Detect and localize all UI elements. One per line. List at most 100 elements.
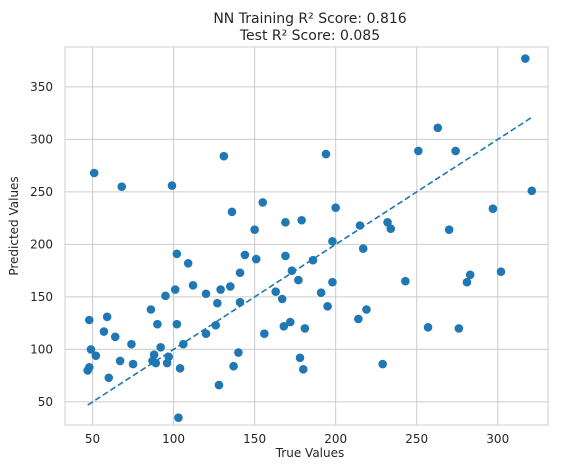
data-point (201, 289, 211, 299)
data-point (240, 250, 250, 260)
data-point (331, 203, 340, 212)
data-point (102, 312, 112, 322)
data-point (174, 413, 183, 422)
chart-title-line2: Test R² Score: 0.085 (239, 28, 380, 44)
data-point (281, 251, 290, 261)
data-point (423, 323, 433, 332)
data-point (219, 151, 229, 161)
data-point (188, 281, 198, 290)
data-point (179, 339, 188, 349)
data-point (153, 319, 162, 329)
y-axis-label: Predicted Values (7, 176, 21, 275)
data-point (146, 305, 156, 314)
data-point (454, 324, 464, 333)
data-point (401, 276, 410, 286)
data-point (234, 348, 243, 357)
data-point (211, 320, 221, 330)
y-tick-label: 350 (30, 80, 53, 94)
data-point (149, 350, 159, 359)
y-tick-label: 150 (30, 290, 53, 304)
data-point (378, 359, 387, 369)
data-point (358, 244, 368, 253)
data-point (323, 302, 332, 311)
plot-frame (64, 46, 549, 426)
data-point (229, 361, 238, 371)
y-tick-label: 300 (30, 132, 53, 146)
x-tick-label: 100 (162, 432, 185, 446)
data-point (355, 221, 365, 230)
data-point (300, 324, 310, 333)
data-point (462, 277, 472, 287)
data-point (164, 352, 174, 362)
data-point (110, 332, 120, 342)
chart-title-line1: NN Training R² Score: 0.816 (213, 11, 406, 27)
data-points (83, 54, 537, 422)
data-point (226, 282, 235, 291)
y-tick-labels: 50 100 150 200 250 300 350 (30, 80, 53, 409)
data-point (128, 359, 138, 369)
data-point (258, 198, 268, 207)
data-point (298, 365, 308, 374)
data-point (362, 305, 371, 314)
data-point (172, 249, 182, 259)
data-point (295, 353, 305, 363)
data-point (527, 186, 537, 196)
data-point (354, 314, 363, 324)
y-tick-label: 50 (38, 395, 53, 409)
data-point (316, 288, 326, 298)
data-point (127, 339, 136, 349)
data-point (167, 181, 177, 190)
y-tick-label: 200 (30, 237, 53, 251)
data-point (89, 168, 99, 178)
data-point (161, 291, 170, 301)
x-tick-label: 300 (486, 432, 509, 446)
data-point (521, 54, 530, 63)
data-point (85, 362, 94, 372)
data-point (496, 267, 506, 277)
data-point (91, 351, 101, 361)
data-point (285, 317, 295, 327)
data-point (156, 343, 165, 352)
y-tick-label: 100 (30, 342, 53, 356)
data-point (451, 146, 460, 156)
data-point (104, 373, 114, 383)
data-point (85, 315, 94, 325)
grid (65, 47, 548, 425)
data-point (386, 224, 396, 233)
data-point (235, 297, 245, 307)
data-point (227, 207, 237, 217)
data-point (170, 285, 180, 294)
data-point (294, 275, 303, 285)
x-tick-label: 200 (324, 432, 347, 446)
data-point (172, 319, 182, 329)
data-point (214, 380, 224, 390)
data-point (444, 225, 454, 234)
data-point (328, 236, 337, 246)
data-point (321, 149, 331, 159)
data-point (328, 277, 337, 287)
data-point (260, 329, 269, 338)
data-point (308, 255, 318, 265)
data-point (488, 204, 498, 213)
data-point (235, 268, 245, 278)
data-point (99, 327, 109, 336)
data-point (465, 270, 475, 280)
data-point (287, 266, 297, 275)
data-point (277, 294, 287, 304)
x-axis-label: True Values (275, 446, 345, 460)
data-point (433, 123, 443, 133)
y-tick-label: 250 (30, 185, 53, 199)
data-point (175, 364, 185, 373)
data-point (250, 225, 259, 234)
data-point (414, 146, 423, 156)
x-tick-labels: 50 100 150 200 250 300 (85, 432, 509, 446)
data-point (183, 259, 193, 268)
data-point (115, 356, 125, 366)
data-point (151, 358, 161, 368)
data-point (201, 329, 211, 338)
data-point (86, 345, 96, 354)
data-point (251, 254, 261, 264)
x-tick-label: 250 (405, 432, 428, 446)
x-tick-label: 50 (85, 432, 100, 446)
